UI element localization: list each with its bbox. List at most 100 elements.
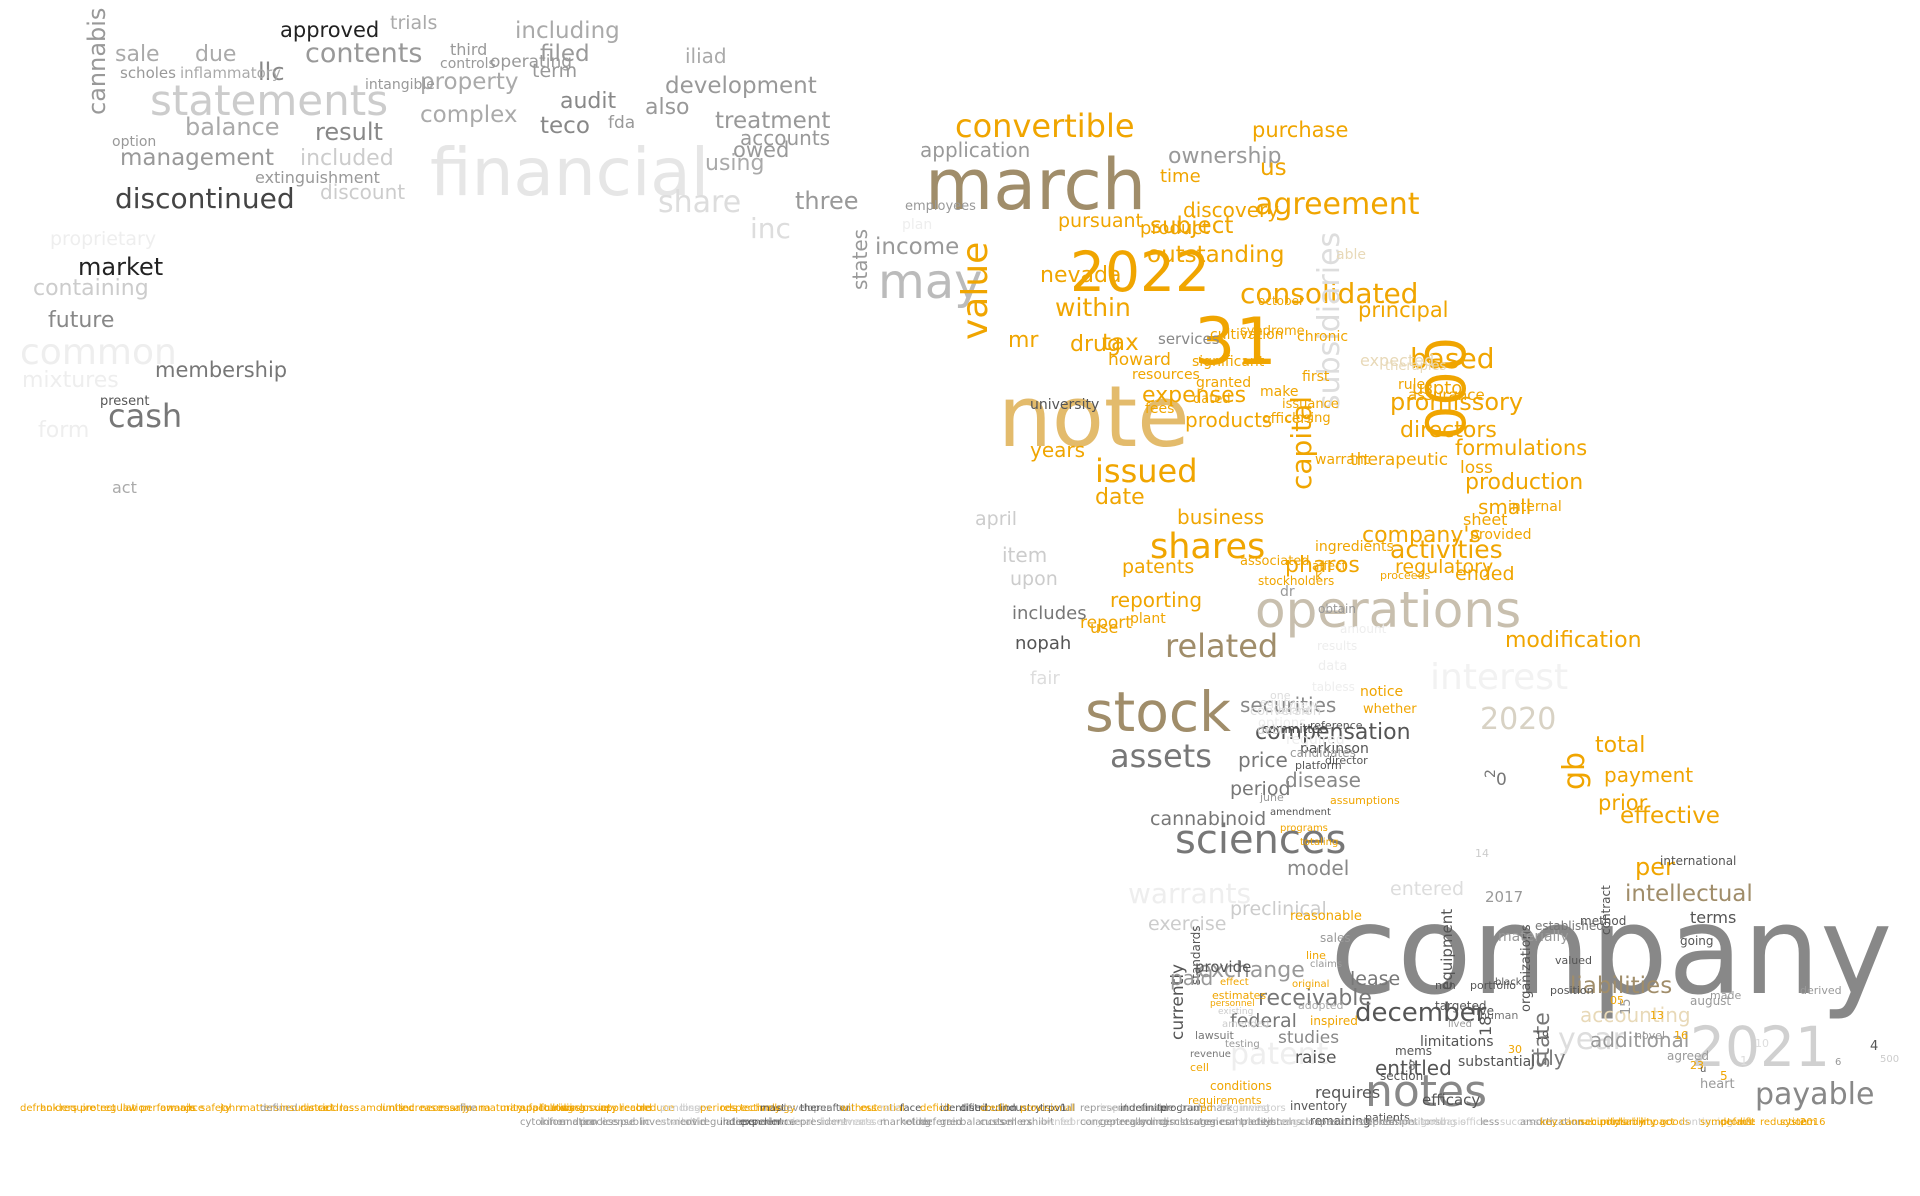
- word-programs: programs: [1280, 823, 1328, 834]
- word-adopted: adopted: [1298, 999, 1344, 1012]
- word-18: 18: [1476, 1015, 1495, 1036]
- word-systems: systems: [1260, 1117, 1302, 1128]
- word-paid: paid: [1170, 966, 1214, 990]
- word-financial: financial: [430, 134, 710, 211]
- word-10: 10: [1755, 1037, 1769, 1050]
- word-ended: ended: [1455, 563, 1515, 585]
- word-made: made: [1710, 989, 1742, 1002]
- word-total: total: [1595, 733, 1646, 758]
- word-tabless: tabless: [1312, 680, 1355, 694]
- word-beginning: beginning: [1220, 1103, 1270, 1114]
- word-act: act: [112, 478, 137, 497]
- word-original: original: [1292, 979, 1330, 990]
- word-price: price: [1238, 748, 1288, 772]
- word-securities: securities: [1240, 693, 1337, 717]
- word-protect: protect: [80, 1103, 116, 1114]
- word-treatment: treatment: [715, 108, 831, 134]
- word-experience: experience: [740, 1117, 796, 1128]
- word-inventory: inventory: [1290, 1099, 1348, 1113]
- word-consolidated: consolidated: [1240, 277, 1419, 310]
- word-6: 6: [1835, 1057, 1842, 1068]
- word-related: related: [1165, 627, 1279, 665]
- word-13: 13: [1650, 1009, 1664, 1022]
- word-scholes: scholes: [120, 64, 176, 82]
- word-cannabis: cannabis: [83, 7, 111, 115]
- word-safety: safety: [200, 1103, 231, 1114]
- word-law: law: [120, 1103, 138, 1114]
- word-smarts: smarts: [840, 1117, 875, 1128]
- word-sheet: sheet: [1463, 510, 1508, 529]
- word-llc: llc: [258, 58, 285, 86]
- word-requirements: requirements: [1188, 1094, 1262, 1107]
- word-studies: studies: [1278, 1028, 1340, 1048]
- word-tax: tax: [1102, 330, 1139, 356]
- word-andrea: andrea: [560, 1117, 595, 1128]
- word-lawsuit: lawsuit: [1195, 1029, 1234, 1042]
- word-losses: losses: [680, 1103, 711, 1114]
- word-cannabinoid: cannabinoid: [1150, 808, 1267, 830]
- word-black: black: [1495, 977, 1522, 988]
- word-agreement: agreement: [1255, 187, 1420, 222]
- word-plant: plant: [1130, 611, 1166, 627]
- word-personnel: personnel: [1210, 999, 1255, 1009]
- word-15: 15: [1619, 998, 1634, 1015]
- word-present: present: [100, 394, 150, 409]
- word-successful: successful: [1500, 1117, 1552, 1128]
- word-products: products: [1185, 408, 1273, 432]
- word-membership: membership: [155, 358, 288, 382]
- word-data: data: [1318, 659, 1348, 674]
- word-trpv1: trpv1: [1040, 1103, 1067, 1114]
- word-2016: 2016: [1800, 1117, 1826, 1128]
- word-unable: unable: [1140, 1103, 1175, 1114]
- word-key: key: [1540, 1117, 1558, 1128]
- word-assumptions: assumptions: [1330, 794, 1400, 807]
- word-university: university: [1030, 397, 1100, 413]
- word-concern: concern: [1140, 1117, 1180, 1128]
- word-required: required: [1286, 732, 1345, 748]
- word-payable: payable: [1755, 1077, 1875, 1112]
- word-director: director: [1325, 754, 1368, 767]
- word-record: record: [620, 1103, 652, 1114]
- word-significant: significant: [1192, 354, 1265, 370]
- word-interest: interest: [1430, 657, 1569, 698]
- word-entitled: entitled: [1375, 1056, 1452, 1080]
- word-holders: holders: [40, 1103, 78, 1114]
- word-cell: cell: [1190, 1061, 1209, 1074]
- word-face: face: [900, 1103, 922, 1114]
- word-amount: amount: [1340, 622, 1387, 636]
- word-gb: gb: [1557, 751, 1592, 790]
- word-0: 0: [1496, 770, 1507, 790]
- word-conversion: conversion: [1250, 704, 1321, 719]
- word-cannabinoids: cannabinoids: [1560, 1117, 1627, 1128]
- word-district: district: [300, 1103, 335, 1114]
- word-8: 8: [1408, 1059, 1416, 1073]
- word-develop: develop: [780, 1103, 820, 1114]
- word-board: board: [1278, 704, 1310, 717]
- word-five: five: [1472, 1004, 1495, 1018]
- word-august: august: [1690, 994, 1732, 1008]
- word-limited: limited: [380, 1103, 415, 1114]
- word-year: year: [1558, 1022, 1625, 1057]
- word-industry: industry: [1000, 1103, 1041, 1114]
- word-development: development: [665, 73, 817, 99]
- word-cultivation: cultivation: [1210, 327, 1284, 343]
- word-rules: rules: [1398, 377, 1433, 393]
- word-disclosure: disclosure: [560, 1103, 611, 1114]
- word-discovery: discovery: [1183, 198, 1280, 222]
- word-notes: notes: [1365, 1066, 1488, 1117]
- word-disclosures: disclosures: [1160, 1117, 1216, 1128]
- word-dr: dr: [1280, 584, 1295, 600]
- word-drug: drug: [1070, 332, 1121, 357]
- word-exercise: exercise: [1148, 913, 1227, 935]
- word-19: 19: [1535, 1029, 1549, 1042]
- word-federal: federal: [1230, 1010, 1297, 1032]
- word-necessary: necessary: [420, 1103, 471, 1114]
- word-materially: materially: [1498, 929, 1569, 945]
- word-nopah: nopah: [1015, 633, 1072, 654]
- word-resources: resources: [1132, 367, 1200, 383]
- word-new: new: [1293, 698, 1318, 712]
- word-23: 23: [1690, 1059, 1704, 1072]
- word-assets: assets: [1110, 737, 1212, 775]
- word-estimates: estimates: [1212, 989, 1267, 1002]
